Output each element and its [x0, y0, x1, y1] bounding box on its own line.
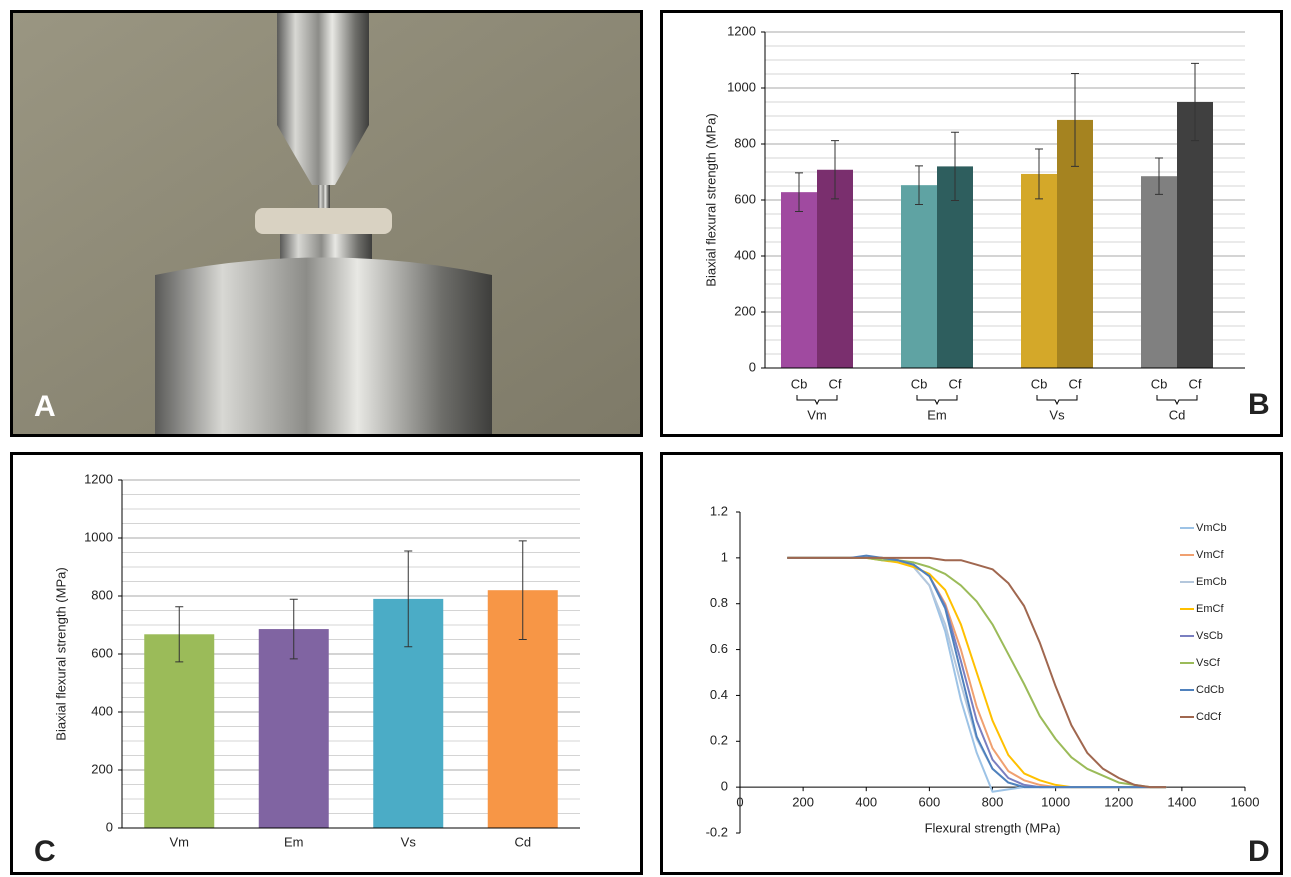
y-tick-label: 0.8 — [710, 595, 728, 610]
error-bar — [289, 598, 298, 660]
bar — [1021, 173, 1057, 368]
x-tick-label: Vm — [170, 834, 190, 849]
group-brace — [1156, 395, 1198, 406]
y-axis-label: Biaxial flexural strength (MPa) — [53, 567, 68, 740]
group-brace — [916, 395, 958, 406]
y-tick-label: 1000 — [727, 79, 756, 94]
y-tick-label: -0.2 — [706, 824, 728, 839]
y-tick-label: 1.2 — [710, 503, 728, 518]
y-tick-label: 0.2 — [710, 733, 728, 748]
x-tick-label: Cb — [1031, 376, 1048, 391]
y-tick-label: 800 — [734, 135, 756, 150]
error-bar — [175, 606, 184, 663]
x-tick-label: 1200 — [1104, 795, 1133, 810]
y-tick-label: 1 — [721, 549, 728, 564]
panel-border — [10, 452, 643, 875]
legend-label: EmCf — [1196, 603, 1224, 615]
legend-label: VsCb — [1196, 630, 1223, 642]
error-bar — [795, 172, 803, 212]
group-label: Vs — [1049, 407, 1065, 422]
x-tick-label: 1000 — [1041, 795, 1070, 810]
panel-border — [660, 10, 1283, 437]
group-brace — [1036, 395, 1078, 406]
y-tick-label: 1200 — [727, 23, 756, 38]
y-tick-label: 400 — [91, 703, 113, 718]
x-tick-label: Cd — [514, 834, 531, 849]
bar — [1141, 176, 1177, 368]
group-label: Em — [927, 407, 947, 422]
x-tick-label: Cf — [829, 376, 842, 391]
y-tick-label: 0.6 — [710, 641, 728, 656]
x-tick-label: Cf — [1189, 376, 1202, 391]
legend-label: VsCf — [1196, 657, 1221, 669]
legend-label: VmCf — [1196, 549, 1224, 561]
legend-label: CdCb — [1196, 684, 1224, 696]
bar — [258, 629, 329, 828]
group-label: Vm — [807, 407, 827, 422]
y-tick-label: 800 — [91, 587, 113, 602]
y-tick-label: 600 — [734, 191, 756, 206]
panel-label: B — [1248, 388, 1270, 421]
x-tick-label: 800 — [982, 795, 1004, 810]
x-tick-label: Cb — [1151, 376, 1168, 391]
panel-border — [10, 10, 643, 437]
panel-border — [660, 452, 1283, 875]
panel-label: D — [1248, 835, 1270, 868]
legend-label: VmCb — [1196, 522, 1227, 534]
y-tick-label: 400 — [734, 247, 756, 262]
x-tick-label: 400 — [855, 795, 877, 810]
panel-label: C — [34, 835, 56, 868]
bar — [781, 192, 817, 368]
error-bar — [1155, 157, 1163, 195]
bar — [1177, 102, 1213, 368]
series-line — [787, 556, 1167, 789]
x-tick-label: Em — [284, 834, 304, 849]
x-tick-label: 0 — [736, 795, 743, 810]
y-tick-label: 200 — [734, 303, 756, 318]
error-bar — [518, 540, 527, 640]
error-bar — [404, 550, 413, 648]
bar — [144, 634, 215, 828]
x-axis-label: Flexural strength (MPa) — [925, 820, 1061, 835]
error-bar — [915, 165, 923, 205]
bar — [817, 169, 853, 368]
y-tick-label: 0 — [106, 819, 113, 834]
x-tick-label: Cb — [791, 376, 808, 391]
error-bar — [831, 140, 839, 200]
error-bar — [951, 131, 959, 202]
group-brace — [796, 395, 838, 406]
x-tick-label: 1400 — [1167, 795, 1196, 810]
photo — [10, 10, 643, 437]
y-axis-label: Biaxial flexural strength (MPa) — [703, 113, 718, 286]
x-tick-label: 600 — [919, 795, 941, 810]
x-tick-label: Cf — [1069, 376, 1082, 391]
y-tick-label: 1000 — [84, 529, 113, 544]
error-bar — [1035, 148, 1043, 200]
y-tick-label: 600 — [91, 645, 113, 660]
legend-label: EmCb — [1196, 576, 1227, 588]
group-label: Cd — [1169, 407, 1186, 422]
y-tick-label: 0.4 — [710, 687, 728, 702]
x-tick-label: 1600 — [1231, 795, 1260, 810]
bar — [901, 185, 937, 368]
y-tick-label: 200 — [91, 761, 113, 776]
error-bar — [1071, 72, 1079, 167]
x-tick-label: 200 — [792, 795, 814, 810]
y-tick-label: 0 — [749, 359, 756, 374]
x-tick-label: Cf — [949, 376, 962, 391]
x-tick-label: Cb — [911, 376, 928, 391]
x-tick-label: Vs — [401, 834, 417, 849]
error-bar — [1191, 62, 1199, 142]
y-tick-label: 0 — [721, 779, 728, 794]
legend-label: CdCf — [1196, 711, 1222, 723]
panel-label: A — [34, 390, 56, 423]
y-tick-label: 1200 — [84, 471, 113, 486]
